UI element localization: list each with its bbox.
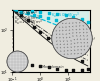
Text: $K_u$=100 $KJ/m^3$: $K_u$=100 $KJ/m^3$ <box>14 18 43 28</box>
Point <box>81 18 82 20</box>
Point <box>15 10 16 11</box>
Text: Monodomain: Monodomain <box>42 65 65 69</box>
Point <box>87 21 89 22</box>
Point <box>27 20 28 21</box>
Point <box>48 12 50 14</box>
Text: $K_u$=500 $KJ/m^3$: $K_u$=500 $KJ/m^3$ <box>52 10 80 21</box>
Point <box>81 27 82 29</box>
Point <box>15 10 16 12</box>
Text: $K_u$=50 $KJ/m^3$: $K_u$=50 $KJ/m^3$ <box>14 13 40 24</box>
Point <box>20 11 22 12</box>
Point <box>55 19 56 21</box>
Text: $K_u$=0 $KJ/m^3$: $K_u$=0 $KJ/m^3$ <box>14 9 38 19</box>
Point <box>63 48 65 50</box>
Point <box>47 17 48 19</box>
Point <box>72 70 74 71</box>
Point <box>31 64 33 65</box>
Point <box>72 24 73 25</box>
Point <box>40 16 41 17</box>
Circle shape <box>7 51 28 72</box>
Point <box>87 68 89 69</box>
Point <box>72 55 73 56</box>
Point <box>47 37 48 38</box>
Point <box>33 14 35 15</box>
Text: Multidomain (vortex): Multidomain (vortex) <box>58 37 95 41</box>
Point <box>55 43 56 44</box>
Point <box>65 15 66 16</box>
Point <box>48 67 50 68</box>
Point <box>40 65 41 67</box>
Point <box>40 11 41 13</box>
Point <box>40 32 41 33</box>
Point <box>56 68 58 69</box>
Point <box>20 14 22 15</box>
Point <box>72 16 74 17</box>
Point <box>65 70 66 71</box>
Point <box>31 10 33 12</box>
Point <box>56 14 58 15</box>
Point <box>27 13 28 14</box>
Circle shape <box>52 18 92 59</box>
Point <box>33 26 35 27</box>
Point <box>81 70 82 71</box>
Point <box>63 22 65 23</box>
Point <box>81 61 82 62</box>
